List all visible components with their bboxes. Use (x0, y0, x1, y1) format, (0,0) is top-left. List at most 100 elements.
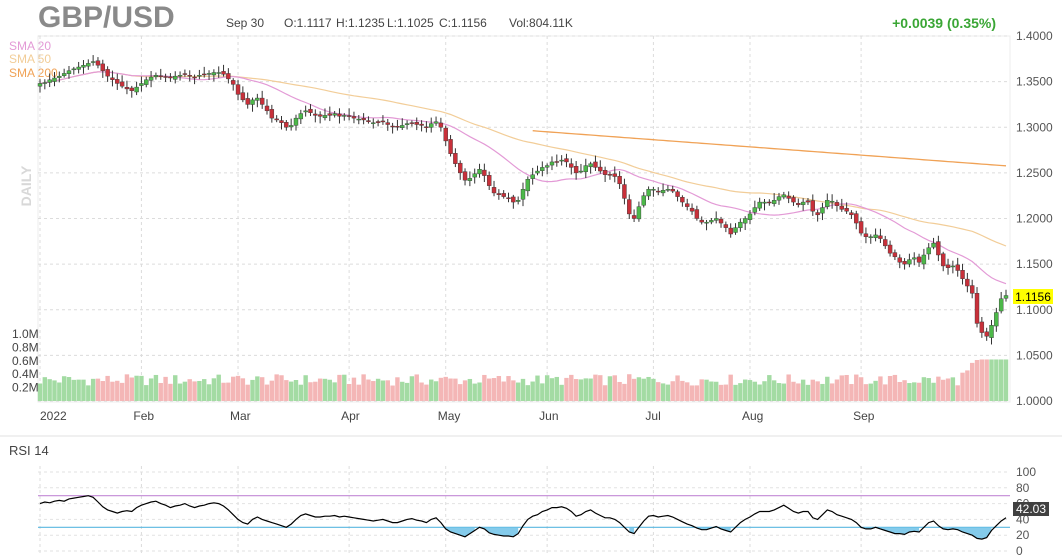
month-label: 2022 (40, 409, 67, 423)
volume-bar (892, 374, 898, 401)
candle-body (912, 257, 917, 260)
volume-bar (718, 384, 724, 401)
volume-bar (849, 384, 854, 401)
candle-body (974, 293, 980, 324)
volume-bar (486, 378, 492, 401)
volume-bar (960, 372, 965, 401)
volume-bar (303, 375, 308, 401)
volume-bar (322, 378, 328, 401)
candle-body (544, 165, 550, 168)
candle-body (259, 97, 265, 105)
rsi-tick-label: 100 (1016, 465, 1036, 479)
close-label: C:1.1156 (439, 16, 487, 30)
candle-body (385, 122, 390, 125)
volume-bar (945, 378, 951, 401)
volume-bar (279, 375, 284, 401)
volume-tick-label: 0.8M (12, 340, 39, 354)
volume-bar (404, 382, 410, 401)
volume-bar (192, 381, 197, 401)
candle-body (588, 163, 593, 168)
price-tick-label: 1.1500 (1016, 257, 1053, 271)
volume-bar (544, 375, 550, 401)
candle-body (264, 105, 270, 112)
candle-body (979, 321, 985, 333)
volume-bar (506, 376, 511, 401)
candle-body (119, 81, 125, 87)
candle-body (791, 197, 796, 203)
candle-body (670, 189, 675, 192)
candle-body (486, 175, 492, 186)
candle-body (757, 201, 762, 209)
candle-body (298, 113, 304, 120)
volume-bar (641, 378, 646, 401)
candle-body (491, 187, 497, 194)
candle-body (216, 72, 221, 74)
candle-body (61, 73, 67, 76)
candle-body (467, 178, 473, 181)
candle-body (414, 122, 419, 125)
volume-bar (245, 384, 250, 401)
volume-bar (781, 383, 787, 401)
volume-bar (366, 379, 371, 401)
volume-bar (332, 382, 337, 401)
candle-body (105, 69, 110, 77)
volume-bar (540, 383, 545, 401)
candle-body (482, 169, 487, 176)
candle-body (887, 244, 893, 254)
candle-body (342, 115, 347, 117)
candle-body (202, 73, 207, 76)
candle-body (240, 92, 246, 101)
candle-body (718, 218, 724, 224)
volume-bar (834, 379, 840, 401)
volume-bar (786, 374, 791, 401)
candle-body (453, 153, 458, 164)
volume-label: Vol:804.11K (509, 16, 573, 30)
candle-body (501, 193, 506, 197)
candle-body (569, 163, 574, 168)
volume-bar (100, 381, 105, 401)
rsi-tick-label: 20 (1016, 528, 1030, 542)
candle-body (496, 193, 502, 195)
candle-body (656, 190, 661, 193)
candle-body (844, 208, 849, 212)
volume-tick-label: 1.0M (12, 327, 39, 341)
candle-body (680, 196, 685, 203)
volume-bar (564, 377, 569, 401)
volume-bar (897, 381, 902, 401)
volume-bar (390, 385, 395, 401)
volume-bar (255, 376, 260, 401)
volume-bar (235, 375, 241, 401)
volume-bar (791, 381, 796, 401)
candle-body (868, 236, 873, 238)
candle-body (733, 227, 738, 233)
candle-body (612, 173, 617, 177)
candle-body (76, 66, 81, 70)
volume-bar (578, 379, 584, 401)
volume-bar (395, 377, 400, 401)
volume-bar (907, 383, 912, 401)
volume-bar (288, 381, 294, 401)
candle-body (989, 325, 994, 338)
volume-bar (221, 382, 226, 401)
volume-bar (752, 381, 758, 401)
candle-body (622, 184, 627, 199)
candle-body (144, 79, 149, 85)
volume-bar (810, 379, 815, 401)
volume-bar (168, 383, 173, 401)
volume-bar (627, 374, 632, 401)
candle-body (433, 121, 439, 124)
volume-bar (274, 374, 279, 401)
price-tick-label: 1.4000 (1016, 29, 1053, 43)
low-label: L:1.1025 (387, 16, 434, 30)
candle-body (636, 206, 642, 220)
month-label: Sep (853, 409, 875, 423)
volume-bar (912, 382, 917, 401)
month-label: Mar (230, 409, 251, 423)
candle-body (245, 98, 250, 105)
rsi-line (39, 495, 1007, 540)
volume-bar (762, 381, 767, 401)
candle-body (752, 207, 758, 213)
candle-body (313, 113, 318, 116)
volume-bar (989, 359, 994, 401)
candle-body (742, 218, 748, 224)
